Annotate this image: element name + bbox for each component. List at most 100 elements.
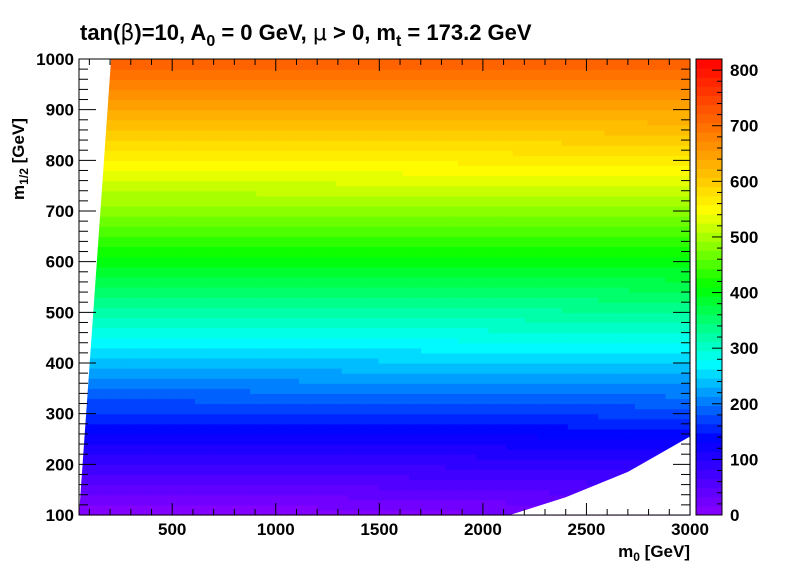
heatmap-cell [512, 327, 520, 334]
heatmap-cell [518, 489, 526, 496]
heatmap-cell [488, 271, 496, 278]
heatmap-cell [335, 322, 343, 329]
heatmap-cell [268, 383, 276, 389]
heatmap-cell [518, 479, 526, 486]
heatmap-cell [225, 504, 233, 511]
heatmap-cell [537, 327, 544, 334]
heatmap-cell [152, 357, 160, 364]
heatmap-cell [665, 439, 673, 445]
heatmap-cell [616, 459, 624, 465]
heatmap-cell [182, 332, 190, 339]
heatmap-cell [647, 281, 654, 288]
heatmap-cell [103, 292, 111, 298]
heatmap-cell [494, 494, 502, 501]
heatmap-cell [353, 352, 361, 359]
heatmap-cell [305, 504, 312, 511]
heatmap-cell [378, 378, 386, 384]
heatmap-cell [421, 312, 428, 318]
heatmap-cell [415, 459, 422, 465]
heatmap-cell [268, 484, 276, 491]
heatmap-cell [610, 459, 618, 465]
heatmap-cell [207, 444, 215, 450]
heatmap-cell [408, 292, 416, 298]
heatmap-cell [360, 302, 367, 308]
heatmap-cell [115, 418, 123, 425]
heatmap-cell [353, 312, 361, 318]
heatmap-cell [494, 292, 502, 298]
heatmap-cell [152, 292, 160, 298]
heatmap-cell [298, 454, 306, 460]
heatmap-cell [531, 464, 538, 470]
heatmap-cell [622, 342, 630, 349]
heatmap-cell [127, 433, 135, 440]
heatmap-cell [286, 317, 294, 324]
heatmap-cell [341, 474, 349, 481]
heatmap-cell [463, 489, 471, 496]
heatmap-cell [195, 347, 202, 354]
heatmap-cell [604, 347, 612, 354]
heatmap-cell [109, 418, 117, 425]
heatmap-cell [311, 317, 318, 324]
heatmap-cell [384, 444, 392, 450]
heatmap-cell [457, 433, 465, 440]
heatmap-cell [298, 494, 306, 501]
heatmap-cell [262, 444, 270, 450]
heatmap-cell [415, 287, 422, 293]
heatmap-cell [457, 287, 465, 293]
heatmap-cell [665, 317, 673, 324]
heatmap-cell [390, 388, 398, 394]
heatmap-cell [140, 423, 147, 430]
heatmap-cell [433, 368, 441, 374]
heatmap-cell [573, 373, 581, 379]
heatmap-cell [671, 383, 679, 389]
heatmap-cell [567, 302, 575, 308]
heatmap-cell [103, 439, 111, 445]
heatmap-cell [146, 312, 153, 318]
heatmap-cell [463, 459, 471, 465]
heatmap-cell [580, 484, 587, 491]
heatmap-cell [146, 444, 153, 450]
heatmap-cell [641, 393, 648, 400]
heatmap-cell [396, 322, 404, 329]
heatmap-cell [195, 342, 202, 349]
heatmap-cell [341, 469, 349, 476]
heatmap-cell [573, 459, 581, 465]
heatmap-cell [164, 373, 172, 379]
heatmap-cell [580, 337, 587, 344]
heatmap-cell [140, 287, 147, 293]
heatmap-cell [292, 403, 300, 410]
heatmap-cell [561, 266, 569, 273]
heatmap-cell [133, 297, 141, 303]
heatmap-cell [146, 363, 153, 369]
heatmap-cell [329, 489, 337, 496]
heatmap-cell [195, 287, 202, 293]
heatmap-cell [506, 474, 514, 481]
heatmap-cell [188, 312, 196, 318]
heatmap-cell [433, 398, 441, 405]
heatmap-cell [341, 398, 349, 405]
heatmap-cell [195, 368, 202, 374]
heatmap-cell [378, 484, 386, 491]
heatmap-cell [164, 307, 172, 313]
heatmap-cell [427, 423, 434, 430]
heatmap-cell [470, 297, 477, 303]
heatmap-cell [231, 398, 239, 405]
heatmap-cell [549, 398, 557, 405]
heatmap-cell [378, 489, 386, 496]
heatmap-cell [647, 271, 654, 278]
heatmap-cell [280, 352, 288, 359]
heatmap-cell [152, 266, 160, 273]
heatmap-cell [482, 276, 489, 283]
heatmap-cell [201, 449, 208, 455]
heatmap-cell [396, 479, 404, 486]
heatmap-cell [256, 439, 263, 445]
heatmap-cell [537, 378, 544, 384]
heatmap-cell [671, 368, 679, 374]
heatmap-cell [415, 398, 422, 405]
heatmap-cell [543, 342, 551, 349]
heatmap-cell [305, 337, 312, 344]
heatmap-cell [115, 454, 123, 460]
heatmap-cell [647, 287, 654, 293]
heatmap-cell [604, 423, 612, 430]
heatmap-cell [573, 489, 581, 496]
